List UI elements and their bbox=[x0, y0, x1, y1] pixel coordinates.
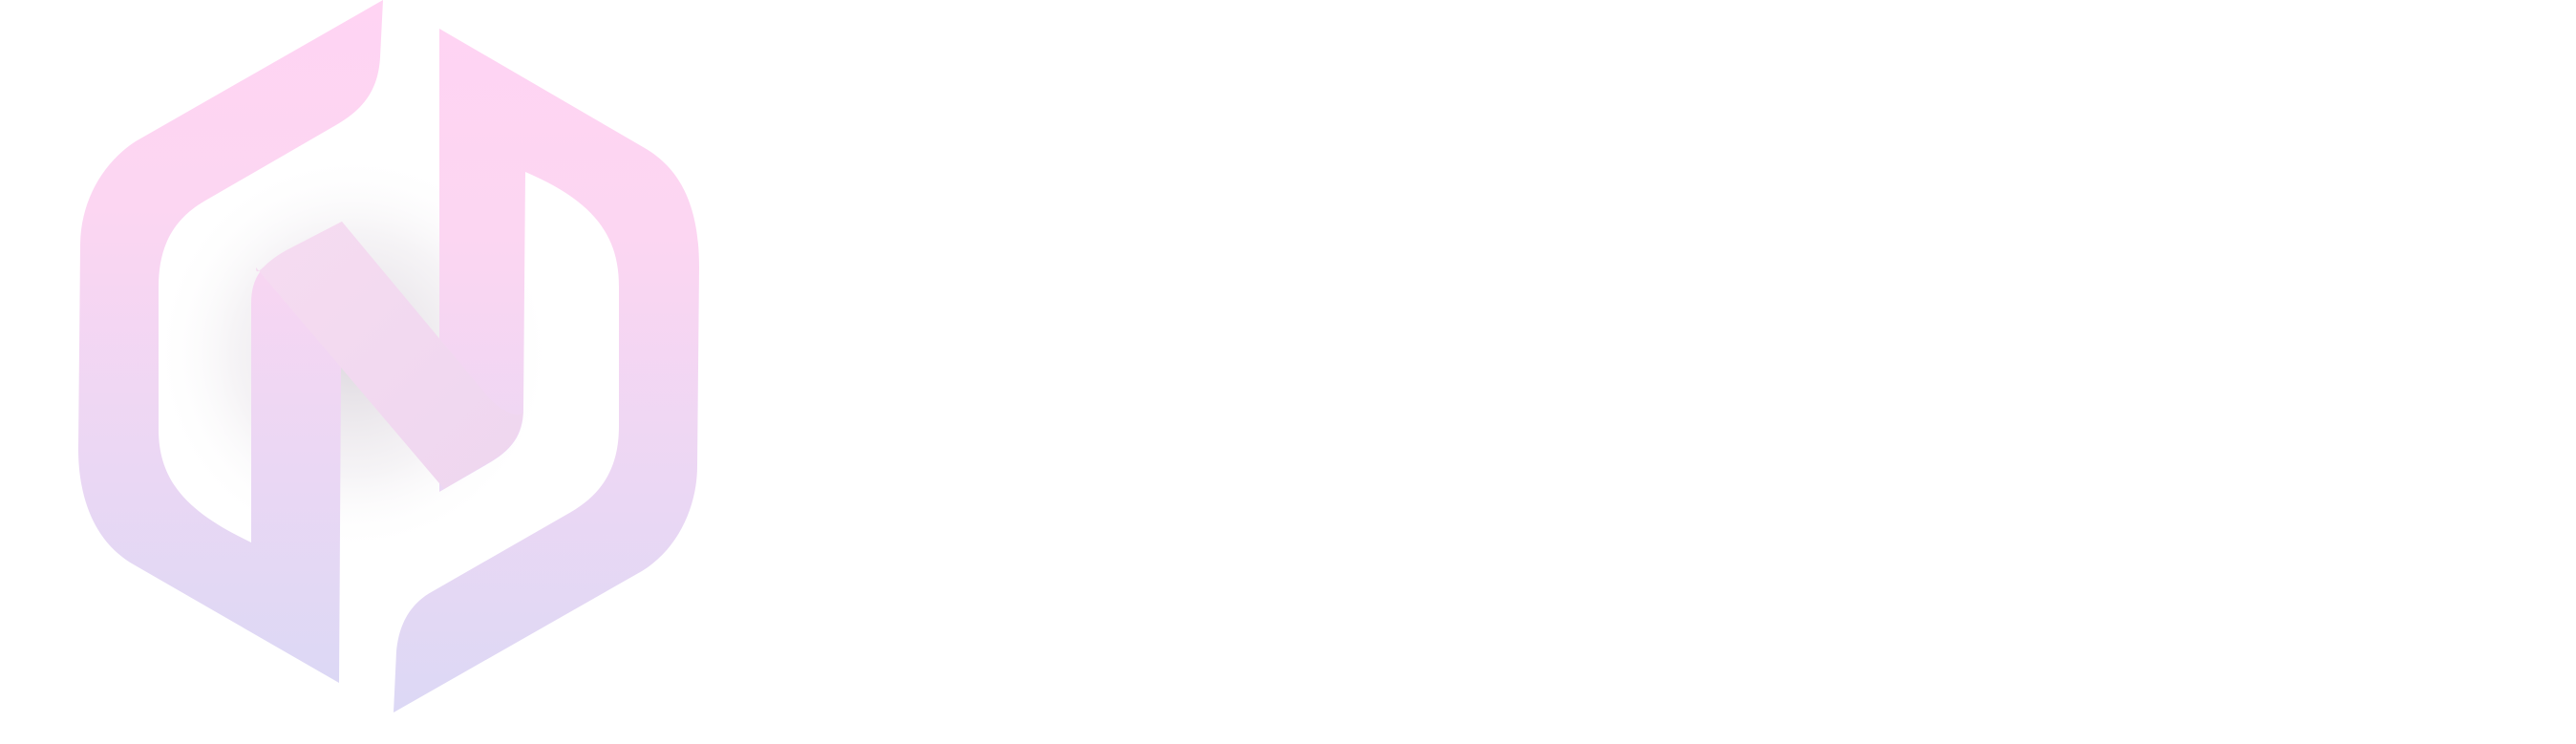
hexagon-n-logo-icon bbox=[78, 0, 699, 712]
blank-canvas bbox=[726, 0, 2576, 744]
logo bbox=[0, 0, 726, 744]
logo-left-bracket bbox=[78, 0, 383, 683]
logo-right-bracket bbox=[394, 29, 699, 712]
logo-diagonal-bar bbox=[256, 222, 523, 489]
